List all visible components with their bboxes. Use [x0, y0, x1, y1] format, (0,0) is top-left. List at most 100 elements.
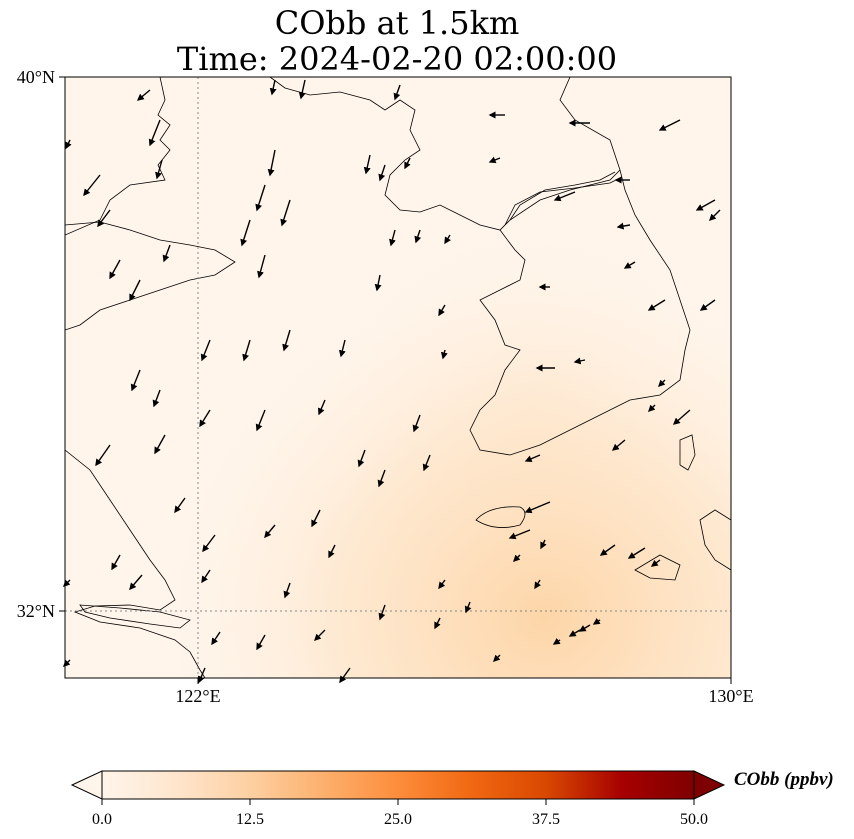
wind-arrow [211, 631, 221, 646]
wind-arrow [129, 279, 141, 302]
wind-arrow [611, 439, 626, 451]
wind-arrow [267, 149, 276, 177]
wind-arrow [553, 191, 576, 202]
wind-arrow [363, 154, 371, 175]
wind-arrow [338, 339, 346, 358]
wind-arrow [328, 544, 336, 559]
wind-arrow [264, 524, 276, 539]
wind-arrow [695, 199, 716, 211]
wind-arrow [374, 274, 382, 292]
wind-arrow [592, 617, 601, 625]
wind-arrow [199, 409, 211, 428]
colorbar-tick: 25.0 [384, 811, 412, 828]
wind-arrow [709, 209, 721, 221]
wind-arrow [129, 574, 143, 591]
wind-arrow [97, 209, 111, 228]
wind-arrow [578, 624, 591, 632]
wind-arrow [440, 349, 448, 360]
wind-arrow [378, 164, 386, 182]
wind-arrow [524, 501, 551, 514]
wind-arrow [552, 637, 561, 645]
map-title-line1: CObb at 1.5km [274, 4, 520, 42]
wind-arrow [136, 89, 151, 101]
wind-arrow [377, 469, 386, 488]
wind-arrow [534, 579, 541, 590]
wind-arrow [130, 369, 141, 392]
wind-arrow [438, 579, 446, 590]
wind-arrow [650, 559, 661, 567]
coastlines [65, 77, 731, 678]
wind-arrow [255, 184, 266, 212]
wind-arrow [434, 617, 441, 630]
map-title-line2: Time: 2024-02-20 02:00:00 [176, 40, 618, 78]
wind-arrow [202, 534, 216, 553]
wind-arrow [311, 509, 321, 528]
wind-arrow [197, 667, 206, 684]
gridlines [65, 77, 731, 678]
lon-label-130e: 130°E [708, 686, 753, 706]
wind-arrow [65, 139, 72, 150]
wind-arrow [573, 357, 586, 365]
wind-arrow [83, 174, 101, 197]
wind-arrow [389, 229, 396, 247]
wind-arrow [647, 299, 666, 311]
wind-arrow [257, 254, 266, 279]
wind-arrow [568, 629, 581, 637]
wind-arrow [623, 261, 636, 269]
wind-arrow [422, 454, 431, 472]
colorbar-extend-low [70, 770, 103, 800]
wind-arrow [339, 667, 351, 684]
wind-arrow [269, 79, 277, 96]
colorbar-tick: 0.0 [92, 811, 112, 828]
colorbar-tick: 50.0 [680, 811, 708, 828]
wind-arrow [282, 329, 291, 352]
wind-arrow [672, 409, 691, 425]
lon-label-122e: 122°E [175, 686, 220, 706]
wind-arrow [493, 654, 501, 662]
wind-arrow [256, 634, 266, 651]
lat-label-32n: 32°N [17, 601, 55, 621]
wind-arrow [111, 554, 121, 571]
concentration-field [65, 77, 731, 678]
wind-arrow [444, 234, 451, 245]
wind-arrow [154, 434, 166, 455]
wind-arrow [200, 339, 211, 362]
wind-arrow [109, 259, 121, 280]
wind-arrow [95, 444, 111, 467]
wind-arrow [616, 222, 631, 230]
wind-arrow [648, 404, 656, 412]
wind-arrow [540, 539, 547, 550]
wind-arrow [242, 339, 251, 362]
wind-arrow [314, 629, 326, 641]
wind-arrow [317, 399, 326, 416]
wind-arrow [148, 119, 161, 147]
wind-arrow [658, 379, 666, 387]
wind-arrow [412, 414, 421, 433]
wind-arrow [255, 409, 266, 432]
wind-arrow [464, 601, 472, 614]
wind-vectors [63, 79, 721, 684]
wind-arrow [162, 244, 171, 263]
wind-arrow [524, 454, 541, 463]
wind-arrow [599, 544, 616, 556]
wind-arrow [404, 157, 411, 170]
wind-arrow [508, 529, 531, 540]
colorbar-bar [101, 770, 695, 800]
map-frame [64, 76, 732, 679]
wind-arrow [438, 304, 446, 317]
wind-arrow [658, 119, 681, 131]
colorbar-label: CObb (ppbv) [734, 769, 834, 790]
wind-arrow [201, 569, 211, 584]
wind-arrow [393, 84, 401, 101]
wind-arrow [155, 159, 163, 180]
colorbar-tick: 12.5 [236, 811, 264, 828]
wind-arrow [357, 449, 366, 468]
colorbar: 0.0 12.5 25.0 37.5 50.0 [70, 770, 726, 828]
wind-arrow [488, 156, 501, 164]
wind-arrow [152, 389, 161, 408]
colorbar-tick: 37.5 [532, 811, 560, 828]
wind-arrow [627, 547, 646, 559]
colorbar-extend-high [693, 770, 726, 800]
wind-arrow [283, 582, 291, 599]
